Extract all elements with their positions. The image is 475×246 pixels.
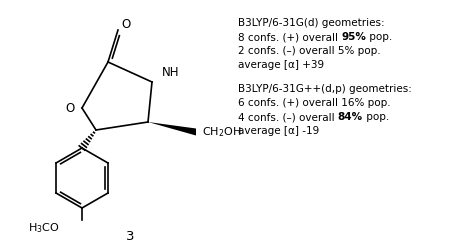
Text: 3: 3 xyxy=(126,231,134,244)
Text: NH: NH xyxy=(162,65,180,78)
Text: H$_3$CO: H$_3$CO xyxy=(28,221,60,235)
Text: B3LYP/6-31G++(d,p) geometries:: B3LYP/6-31G++(d,p) geometries: xyxy=(238,84,412,94)
Text: pop.: pop. xyxy=(366,32,392,42)
Text: 2 confs. (–) overall 5% pop.: 2 confs. (–) overall 5% pop. xyxy=(238,46,380,56)
Text: 6 confs. (+) overall 16% pop.: 6 confs. (+) overall 16% pop. xyxy=(238,98,390,108)
Text: 95%: 95% xyxy=(341,32,366,42)
Text: 8 confs. (+) overall: 8 confs. (+) overall xyxy=(238,32,341,42)
Text: B3LYP/6-31G(d) geometries:: B3LYP/6-31G(d) geometries: xyxy=(238,18,385,28)
Text: CH$_2$OH: CH$_2$OH xyxy=(202,125,242,139)
Text: 4 confs. (–) overall: 4 confs. (–) overall xyxy=(238,112,338,122)
Text: O: O xyxy=(122,17,131,31)
Text: pop.: pop. xyxy=(363,112,389,122)
Text: average [α] -19: average [α] -19 xyxy=(238,126,319,136)
Text: O: O xyxy=(66,102,75,114)
Polygon shape xyxy=(148,122,196,136)
Text: 84%: 84% xyxy=(338,112,363,122)
Text: average [α] +39: average [α] +39 xyxy=(238,60,324,70)
